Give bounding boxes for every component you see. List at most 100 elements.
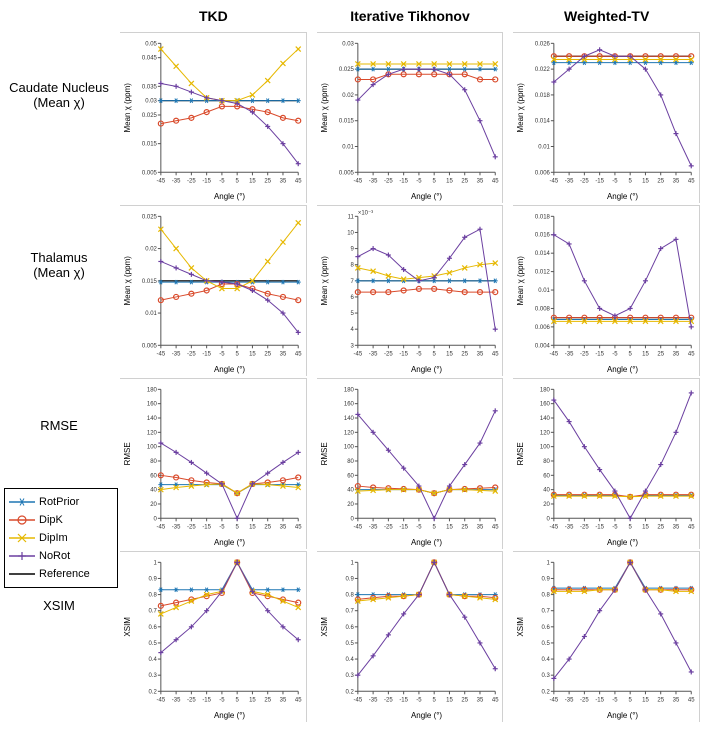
svg-text:25: 25: [658, 524, 665, 530]
svg-text:-45: -45: [157, 697, 166, 703]
svg-text:0.025: 0.025: [339, 67, 355, 73]
svg-text:35: 35: [476, 351, 483, 357]
svg-text:45: 45: [688, 524, 695, 530]
svg-text:-45: -45: [157, 178, 166, 184]
legend-item: Reference: [7, 565, 115, 583]
svg-text:80: 80: [544, 459, 551, 465]
svg-text:180: 180: [344, 387, 355, 393]
svg-text:3: 3: [350, 343, 354, 349]
svg-text:0.016: 0.016: [535, 233, 551, 239]
svg-text:XSIM: XSIM: [516, 617, 525, 636]
svg-text:45: 45: [492, 697, 499, 703]
svg-text:0.005: 0.005: [339, 170, 355, 176]
svg-text:-45: -45: [157, 351, 166, 357]
svg-text:100: 100: [344, 445, 355, 451]
svg-text:35: 35: [280, 697, 287, 703]
svg-text:15: 15: [249, 524, 256, 530]
svg-text:80: 80: [347, 459, 354, 465]
svg-text:0.4: 0.4: [149, 657, 158, 663]
svg-text:Angle (°): Angle (°): [214, 538, 245, 547]
svg-text:45: 45: [295, 351, 302, 357]
chart: 0.0050.0150.0250.030.0350.0450.05-45-35-…: [120, 32, 307, 203]
svg-text:-35: -35: [368, 697, 377, 703]
svg-text:0.006: 0.006: [535, 170, 551, 176]
svg-text:25: 25: [658, 178, 665, 184]
svg-text:Mean χ (ppm): Mean χ (ppm): [516, 256, 525, 306]
svg-text:-15: -15: [596, 697, 605, 703]
svg-text:35: 35: [476, 524, 483, 530]
svg-text:0: 0: [547, 516, 551, 522]
svg-text:-5: -5: [613, 697, 619, 703]
svg-text:0.035: 0.035: [142, 84, 158, 90]
svg-text:-45: -45: [550, 697, 559, 703]
svg-text:XSIM: XSIM: [320, 617, 329, 636]
svg-text:0.045: 0.045: [142, 56, 158, 62]
svg-text:Angle (°): Angle (°): [607, 711, 638, 720]
svg-text:11: 11: [347, 214, 354, 220]
row-label: RMSE: [0, 418, 118, 433]
svg-text:160: 160: [540, 402, 551, 408]
svg-text:35: 35: [476, 178, 483, 184]
svg-text:15: 15: [446, 351, 453, 357]
svg-text:0.05: 0.05: [145, 41, 157, 47]
legend: RotPriorDipKDipImNoRotReference: [4, 488, 118, 588]
chart: 020406080100120140160180-45-35-25-15-551…: [317, 378, 504, 549]
svg-text:80: 80: [150, 459, 157, 465]
svg-text:0.01: 0.01: [539, 145, 551, 151]
svg-text:0.9: 0.9: [345, 576, 354, 582]
svg-text:×10⁻³: ×10⁻³: [358, 210, 373, 216]
svg-text:45: 45: [295, 697, 302, 703]
svg-text:15: 15: [249, 351, 256, 357]
svg-text:-15: -15: [596, 524, 605, 530]
svg-text:Mean χ (ppm): Mean χ (ppm): [320, 256, 329, 306]
svg-text:Angle (°): Angle (°): [607, 365, 638, 374]
svg-text:Angle (°): Angle (°): [214, 192, 245, 201]
legend-item: DipK: [7, 511, 115, 529]
chart: 020406080100120140160180-45-35-25-15-551…: [513, 378, 700, 549]
svg-text:15: 15: [446, 178, 453, 184]
svg-text:0.022: 0.022: [535, 67, 551, 73]
svg-text:XSIM: XSIM: [123, 617, 132, 636]
svg-text:Angle (°): Angle (°): [607, 192, 638, 201]
svg-text:60: 60: [347, 473, 354, 479]
svg-text:-25: -25: [580, 178, 589, 184]
svg-text:0.012: 0.012: [535, 270, 551, 276]
svg-text:25: 25: [264, 178, 271, 184]
svg-text:-25: -25: [580, 524, 589, 530]
svg-text:Mean χ (ppm): Mean χ (ppm): [516, 83, 525, 133]
svg-text:0.01: 0.01: [145, 311, 157, 317]
svg-text:15: 15: [446, 697, 453, 703]
svg-text:Mean χ (ppm): Mean χ (ppm): [123, 83, 132, 133]
svg-text:100: 100: [540, 445, 551, 451]
svg-text:-5: -5: [219, 697, 225, 703]
svg-text:0.8: 0.8: [149, 593, 158, 599]
svg-text:45: 45: [492, 178, 499, 184]
svg-text:Angle (°): Angle (°): [411, 538, 442, 547]
svg-text:25: 25: [461, 351, 468, 357]
svg-text:45: 45: [492, 524, 499, 530]
svg-text:-5: -5: [219, 178, 225, 184]
svg-text:6: 6: [350, 295, 354, 301]
legend-item: DipIm: [7, 529, 115, 547]
svg-text:-25: -25: [187, 351, 196, 357]
svg-text:0.008: 0.008: [535, 306, 551, 312]
svg-text:-15: -15: [596, 351, 605, 357]
svg-text:-25: -25: [187, 524, 196, 530]
svg-text:0.5: 0.5: [345, 641, 354, 647]
svg-text:-25: -25: [384, 178, 393, 184]
chart: 0.0040.0060.0080.010.0120.0140.0160.018-…: [513, 205, 700, 376]
svg-text:35: 35: [280, 524, 287, 530]
svg-text:0.025: 0.025: [142, 113, 158, 119]
svg-text:25: 25: [264, 351, 271, 357]
svg-text:5: 5: [236, 697, 240, 703]
svg-text:-35: -35: [368, 178, 377, 184]
svg-text:0: 0: [350, 516, 354, 522]
svg-text:-15: -15: [399, 524, 408, 530]
svg-text:0.014: 0.014: [535, 119, 551, 125]
svg-text:0.004: 0.004: [535, 343, 551, 349]
svg-text:5: 5: [432, 351, 436, 357]
column-header: Weighted-TV: [513, 8, 700, 30]
svg-text:5: 5: [432, 524, 436, 530]
svg-text:Angle (°): Angle (°): [214, 711, 245, 720]
svg-text:-35: -35: [368, 524, 377, 530]
